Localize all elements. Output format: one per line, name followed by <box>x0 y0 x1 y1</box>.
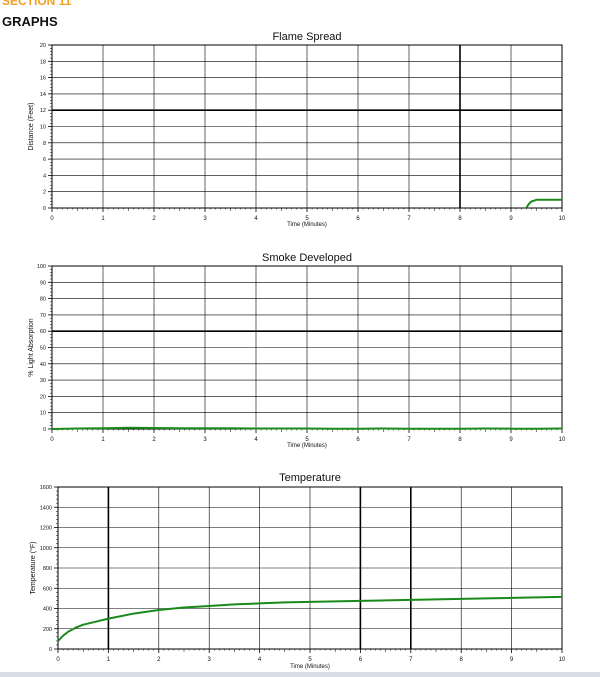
x-tick-label: 2 <box>152 216 156 222</box>
x-tick-label: 3 <box>203 216 207 222</box>
bottom-strip <box>0 672 600 677</box>
y-tick-label: 1000 <box>40 546 52 552</box>
y-tick-label: 40 <box>40 362 46 368</box>
y-tick-label: 60 <box>40 329 46 335</box>
x-axis-label: Time (Minutes) <box>290 664 330 670</box>
x-tick-label: 9 <box>509 437 513 443</box>
x-tick-label: 10 <box>559 657 566 663</box>
y-tick-label: 2 <box>43 190 46 196</box>
y-tick-label: 90 <box>40 280 46 286</box>
series-line <box>57 595 563 642</box>
x-tick-label: 5 <box>305 437 309 443</box>
series-line <box>51 426 563 430</box>
x-axis-label: Time (Minutes) <box>287 443 327 449</box>
x-tick-label: 2 <box>152 437 156 443</box>
y-tick-label: 80 <box>40 297 46 303</box>
x-tick-label: 4 <box>254 216 258 222</box>
y-tick-label: 10 <box>40 125 46 131</box>
x-tick-label: 8 <box>458 216 462 222</box>
x-tick-label: 7 <box>409 657 413 663</box>
y-axis-label: Temperature (°F) <box>29 542 37 595</box>
x-tick-label: 3 <box>203 437 207 443</box>
y-tick-label: 20 <box>40 43 46 49</box>
y-tick-label: 0 <box>43 427 46 433</box>
y-tick-label: 1400 <box>40 505 52 511</box>
y-tick-label: 6 <box>43 157 46 163</box>
x-tick-label: 8 <box>458 437 462 443</box>
y-axis-label: % Light Absorption <box>28 318 35 376</box>
y-tick-label: 20 <box>40 394 46 400</box>
x-tick-label: 6 <box>356 216 360 222</box>
temperature-chart: 0 1 2 3 4 5 6 7 8 9 10 0 200 400 600 800 1000 1200 1400 160… <box>29 472 566 670</box>
x-tick-label: 9 <box>509 216 513 222</box>
y-tick-label: 70 <box>40 313 46 319</box>
y-tick-label: 600 <box>43 586 52 592</box>
y-tick-label: 100 <box>37 264 46 270</box>
x-tick-label: 5 <box>305 216 309 222</box>
y-tick-label: 400 <box>43 607 52 613</box>
y-tick-label: 800 <box>43 566 52 572</box>
y-tick-label: 1200 <box>40 526 52 532</box>
y-tick-label: 30 <box>40 378 46 384</box>
x-tick-label: 1 <box>101 216 105 222</box>
x-tick-label: 10 <box>559 437 566 443</box>
x-tick-label: 6 <box>359 657 363 663</box>
y-tick-label: 0 <box>43 206 46 212</box>
x-tick-label: 0 <box>50 437 54 443</box>
smoke-developed-chart: 0 1 2 3 4 5 6 7 8 9 100102030405060708090100Smoke … <box>28 252 566 449</box>
x-tick-label: 0 <box>50 216 54 222</box>
chart-title: Smoke Developed <box>262 252 352 264</box>
x-tick-label: 7 <box>407 216 411 222</box>
y-tick-label: 1600 <box>40 485 52 491</box>
series-line <box>525 198 562 209</box>
x-tick-label: 4 <box>258 657 262 663</box>
x-tick-label: 4 <box>254 437 258 443</box>
x-tick-label: 1 <box>101 437 105 443</box>
chart-title: Flame Spread <box>272 31 341 43</box>
x-tick-label: 3 <box>208 657 212 663</box>
y-tick-label: 50 <box>40 346 46 352</box>
y-tick-label: 18 <box>40 59 46 65</box>
x-tick-label: 8 <box>460 657 464 663</box>
x-tick-label: 9 <box>510 657 514 663</box>
y-tick-label: 200 <box>43 627 52 633</box>
x-tick-label: 1 <box>107 657 111 663</box>
y-tick-label: 4 <box>43 173 46 179</box>
x-tick-label: 10 <box>559 216 566 222</box>
x-tick-label: 0 <box>56 657 60 663</box>
x-tick-label: 5 <box>308 657 312 663</box>
section-label: SECTION 11 <box>2 0 72 8</box>
x-tick-label: 2 <box>157 657 161 663</box>
chart-title: Temperature <box>279 472 341 484</box>
y-tick-label: 14 <box>40 92 46 98</box>
y-tick-label: 12 <box>40 108 46 114</box>
x-tick-label: 7 <box>407 437 411 443</box>
y-tick-label: 10 <box>40 411 46 417</box>
x-tick-label: 6 <box>356 437 360 443</box>
y-tick-label: 8 <box>43 141 46 147</box>
y-tick-label: 0 <box>49 647 52 653</box>
y-tick-label: 16 <box>40 76 46 82</box>
page-heading: GRAPHS <box>2 14 58 29</box>
x-axis-label: Time (Minutes) <box>287 222 327 228</box>
y-axis-label: Distance (Feet) <box>28 103 35 151</box>
